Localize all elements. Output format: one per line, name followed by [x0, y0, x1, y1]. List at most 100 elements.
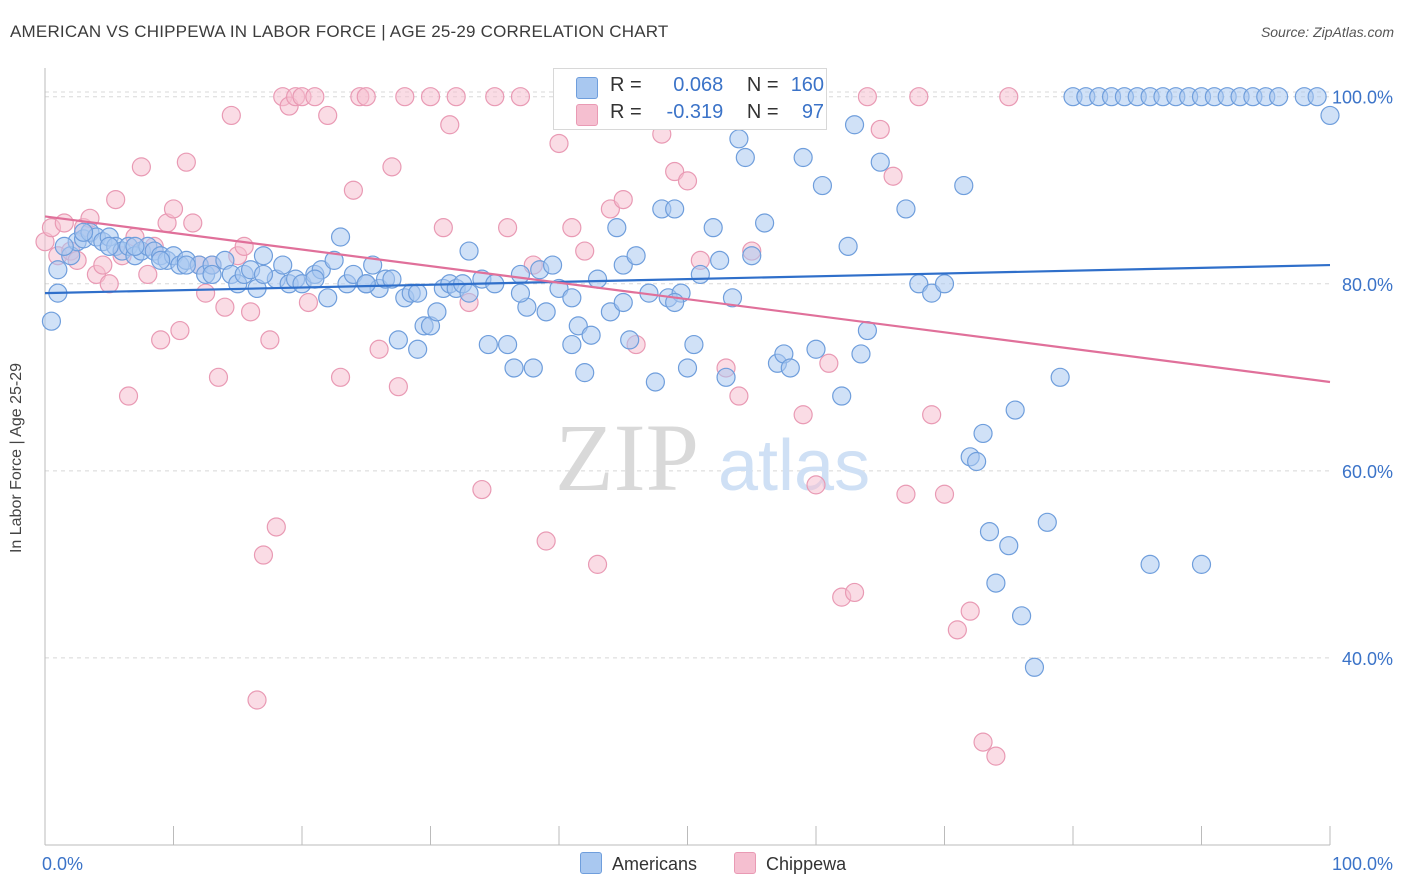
data-point — [742, 246, 762, 266]
axes — [44, 68, 1331, 846]
data-point — [1140, 554, 1160, 574]
watermark: ZIP atlas — [555, 404, 870, 511]
data-point — [170, 320, 190, 341]
data-point — [536, 531, 556, 551]
data-point — [549, 133, 569, 154]
data-point — [356, 87, 376, 107]
data-point — [909, 87, 929, 107]
data-point — [967, 451, 987, 472]
data-point — [934, 274, 955, 294]
data-point — [536, 302, 556, 322]
data-point — [260, 330, 280, 350]
data-point — [273, 255, 293, 275]
data-point — [960, 601, 980, 621]
data-point — [151, 330, 171, 350]
trend-lines — [44, 215, 1331, 384]
legend-swatch-chippewa — [734, 852, 757, 874]
data-point — [722, 288, 743, 308]
data-point — [1268, 87, 1289, 107]
chippewa-points — [35, 87, 1019, 766]
data-point — [208, 367, 229, 387]
data-point — [542, 255, 563, 275]
data-point — [215, 297, 235, 317]
data-point — [318, 105, 338, 126]
legend-r-label: R = — [610, 74, 642, 96]
data-point — [73, 222, 94, 242]
data-point — [979, 522, 1000, 542]
data-point — [793, 405, 813, 425]
data-point — [587, 269, 608, 289]
data-point — [382, 269, 402, 289]
data-point — [504, 358, 524, 378]
data-point — [600, 199, 621, 219]
chart-title: AMERICAN VS CHIPPEWA IN LABOR FORCE | AG… — [10, 22, 669, 41]
data-point — [832, 386, 852, 406]
data-point — [703, 218, 723, 238]
data-point — [620, 330, 640, 350]
data-point — [581, 325, 601, 345]
data-point — [806, 475, 826, 495]
legend-item-americans: Americans — [580, 852, 697, 875]
data-point — [131, 157, 151, 177]
data-point — [793, 147, 813, 168]
data-point — [324, 250, 344, 270]
legend-label-americans: Americans — [612, 854, 698, 874]
data-point — [677, 171, 698, 191]
legend-label-chippewa: Chippewa — [766, 854, 847, 874]
data-point — [684, 334, 704, 355]
data-point — [176, 152, 196, 172]
data-point — [138, 264, 158, 285]
trend-line-americans — [44, 263, 1331, 295]
data-point — [870, 119, 890, 140]
data-point — [382, 157, 402, 177]
data-point — [896, 199, 916, 219]
data-point — [446, 87, 466, 107]
source-credit: Source: ZipAtlas.com — [1260, 24, 1394, 40]
data-point — [1037, 512, 1057, 532]
data-point — [234, 236, 254, 256]
legend-n-value: 160 — [790, 74, 825, 96]
data-point — [857, 87, 878, 107]
data-point — [1024, 657, 1045, 677]
data-point — [183, 213, 203, 233]
data-point — [600, 302, 621, 322]
legend-swatch-chippewa — [576, 104, 598, 126]
data-point — [1191, 554, 1212, 574]
data-point — [395, 87, 415, 107]
data-point — [626, 246, 646, 266]
x-tick-label: 100.0% — [1332, 854, 1393, 874]
data-point — [954, 175, 974, 196]
data-point — [973, 423, 993, 444]
data-point — [510, 87, 531, 107]
data-point — [427, 302, 447, 322]
data-point — [41, 311, 62, 331]
legend-n-label: N = — [746, 74, 779, 96]
data-point — [420, 87, 441, 107]
legend-r-value: 0.068 — [673, 74, 724, 96]
data-point — [665, 161, 685, 182]
data-point — [363, 255, 383, 275]
data-point — [710, 250, 730, 270]
trend-line-chippewa — [44, 215, 1331, 384]
data-point — [485, 87, 505, 107]
data-point — [999, 536, 1019, 556]
data-point — [1011, 606, 1032, 626]
data-point — [729, 129, 749, 149]
data-point — [298, 292, 319, 313]
watermark-zip: ZIP — [555, 404, 699, 511]
data-point — [613, 255, 633, 275]
data-point — [202, 264, 222, 285]
data-point — [48, 260, 68, 280]
data-point — [330, 367, 351, 387]
y-tick-label: 100.0% — [1332, 88, 1393, 108]
legend-n-label: N = — [746, 101, 779, 123]
x-tick-label: 0.0% — [42, 854, 83, 874]
data-point — [986, 573, 1006, 593]
data-point — [118, 386, 139, 406]
y-tick-label: 80.0% — [1342, 275, 1393, 295]
data-point — [870, 152, 890, 172]
data-point — [305, 87, 325, 107]
data-point — [896, 484, 916, 504]
data-point — [973, 732, 993, 752]
data-point — [587, 554, 608, 574]
